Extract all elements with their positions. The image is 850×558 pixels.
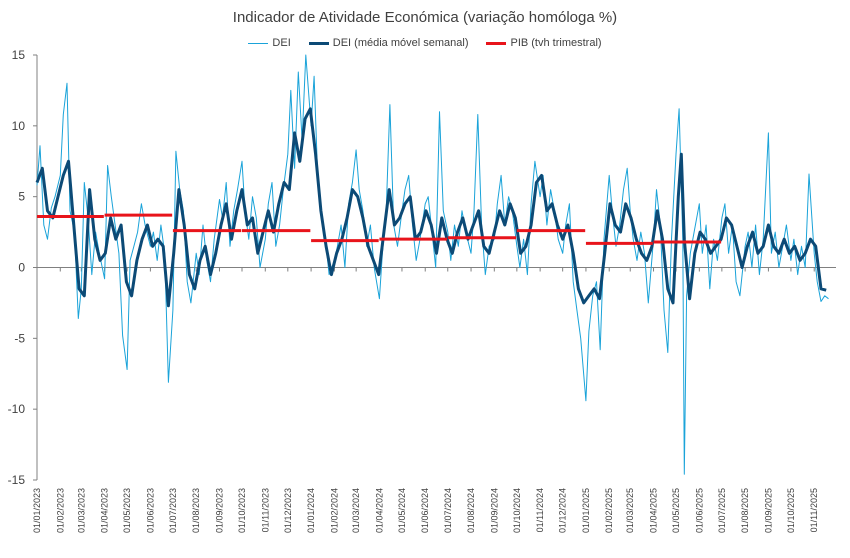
- y-tick-label: -5: [14, 331, 25, 345]
- y-tick-label: -10: [8, 402, 26, 416]
- x-tick-label: 01/07/2023: [168, 488, 178, 533]
- chart-legend: DEI DEI (média móvel semanal) PIB (tvh t…: [0, 37, 850, 49]
- series-line-dei: [36, 54, 829, 475]
- x-tick-label: 01/06/2023: [145, 488, 155, 533]
- x-tick-label: 01/08/2024: [466, 488, 476, 533]
- x-tick-label: 01/02/2025: [604, 488, 614, 533]
- x-tick-label: 01/08/2025: [740, 488, 750, 533]
- x-tick-label: 01/03/2024: [351, 488, 361, 533]
- x-tick-label: 01/04/2023: [100, 488, 110, 533]
- x-tick-label: 01/03/2025: [625, 488, 635, 533]
- x-tick-label: 01/07/2025: [717, 488, 727, 533]
- legend-item-dei-mm: DEI (média móvel semanal): [308, 37, 469, 49]
- x-tick-label: 01/04/2024: [374, 488, 384, 533]
- x-tick-label: 01/09/2025: [763, 488, 773, 533]
- x-tick-label: 01/08/2023: [191, 488, 201, 533]
- x-tick-label: 01/05/2025: [671, 488, 681, 533]
- x-tick-label: 01/10/2023: [237, 488, 247, 533]
- x-tick-label: 01/11/2024: [535, 488, 545, 532]
- legend-swatch-dei-mm: [308, 41, 329, 45]
- y-tick-label: -15: [8, 473, 26, 487]
- legend-label-dei: DEI: [272, 37, 291, 49]
- x-tick-label: 01/10/2025: [786, 488, 796, 533]
- y-tick-label: 0: [18, 261, 25, 275]
- x-tick-label: 01/01/2023: [32, 488, 42, 533]
- y-tick-label: 10: [12, 119, 26, 133]
- legend-item-pib: PIB (tvh trimestral): [486, 37, 602, 49]
- legend-item-dei: DEI: [248, 37, 291, 49]
- x-tick-label: 01/12/2024: [558, 488, 568, 533]
- x-tick-label: 01/09/2023: [214, 488, 224, 533]
- chart-title: Indicador de Atividade Económica (variaç…: [232, 9, 618, 26]
- x-tick-label: 01/11/2025: [809, 488, 819, 532]
- x-tick-label: 01/12/2023: [283, 488, 293, 533]
- x-tick-label: 01/02/2023: [55, 488, 65, 533]
- x-tick-label: 01/10/2024: [512, 488, 522, 533]
- legend-swatch-pib: [486, 41, 507, 45]
- x-tick-label: 01/07/2024: [443, 488, 453, 533]
- legend-swatch-dei: [248, 42, 269, 44]
- x-tick-label: 01/01/2025: [581, 488, 591, 533]
- series-line-dei-mm: [35, 107, 827, 308]
- legend-label-dei-mm: DEI (média móvel semanal): [332, 37, 469, 49]
- x-tick-label: 01/04/2025: [649, 488, 659, 533]
- legend-label-pib: PIB (tvh trimestral): [510, 37, 602, 49]
- x-tick-label: 01/11/2023: [260, 488, 270, 532]
- x-tick-label: 01/06/2025: [694, 488, 704, 533]
- x-tick-label: 01/03/2023: [76, 488, 86, 533]
- y-tick-label: 5: [18, 190, 25, 204]
- x-tick-label: 01/02/2024: [329, 488, 339, 533]
- y-tick-label: 15: [12, 48, 26, 62]
- x-tick-label: 01/01/2024: [306, 488, 316, 533]
- x-tick-label: 01/05/2024: [397, 488, 407, 533]
- x-tick-label: 01/05/2023: [122, 488, 132, 533]
- x-tick-label: 01/09/2024: [489, 488, 499, 533]
- x-tick-label: 01/06/2024: [420, 488, 430, 533]
